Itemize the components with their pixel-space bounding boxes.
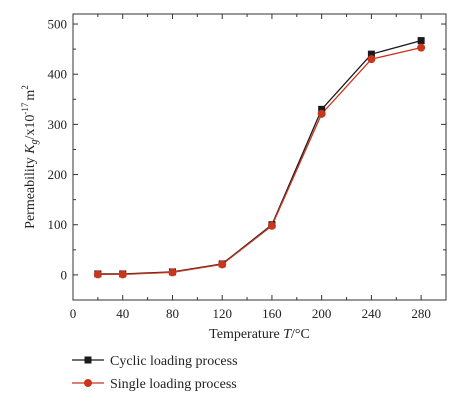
x-tick-label: 280 xyxy=(411,306,431,321)
data-point-circle xyxy=(367,55,376,64)
data-point-circle xyxy=(267,221,276,230)
data-point-circle xyxy=(218,260,227,269)
series-line-2 xyxy=(97,46,422,276)
data-point-circle xyxy=(168,268,177,277)
axes: 0 40 80 120 160 200 240 280 0 100 200 300 400 500 xyxy=(48,13,447,321)
x-tick-label: 160 xyxy=(262,306,282,321)
data-point-circle xyxy=(417,43,426,52)
x-tick-label: 200 xyxy=(312,306,332,321)
legend-marker-square xyxy=(84,356,92,364)
y-axis-title: Permeability Kg/x10-17m2 xyxy=(20,85,40,229)
data-point-square xyxy=(367,50,375,58)
legend: Cyclic loading process Single loading pro… xyxy=(72,354,238,392)
y-tick-label: 0 xyxy=(61,267,68,282)
data-point-square xyxy=(417,37,425,45)
series-layer xyxy=(93,37,426,279)
x-tick-label: 0 xyxy=(70,306,77,321)
x-tick-label: 80 xyxy=(166,306,179,321)
x-tick-label: 120 xyxy=(212,306,232,321)
x-axis-title: Temperature T/°C xyxy=(209,327,310,342)
y-tick-label: 400 xyxy=(48,67,68,82)
data-point-circle xyxy=(93,270,102,279)
y-tick-label: 300 xyxy=(48,117,68,132)
plot-frame xyxy=(72,13,447,301)
y-tick-label: 200 xyxy=(48,167,68,182)
legend-label-1: Cyclic loading process xyxy=(110,354,238,369)
x-tick-label: 40 xyxy=(116,306,129,321)
legend-label-2: Single loading process xyxy=(110,377,237,392)
data-point-square xyxy=(318,105,326,113)
data-point-circle xyxy=(118,270,127,279)
y-tick-label: 500 xyxy=(48,17,68,32)
y-tick-label: 100 xyxy=(48,217,68,232)
x-tick-label: 240 xyxy=(362,306,382,321)
legend-marker-circle xyxy=(84,379,92,387)
data-point-circle xyxy=(317,109,326,118)
series-line-1 xyxy=(97,39,422,275)
